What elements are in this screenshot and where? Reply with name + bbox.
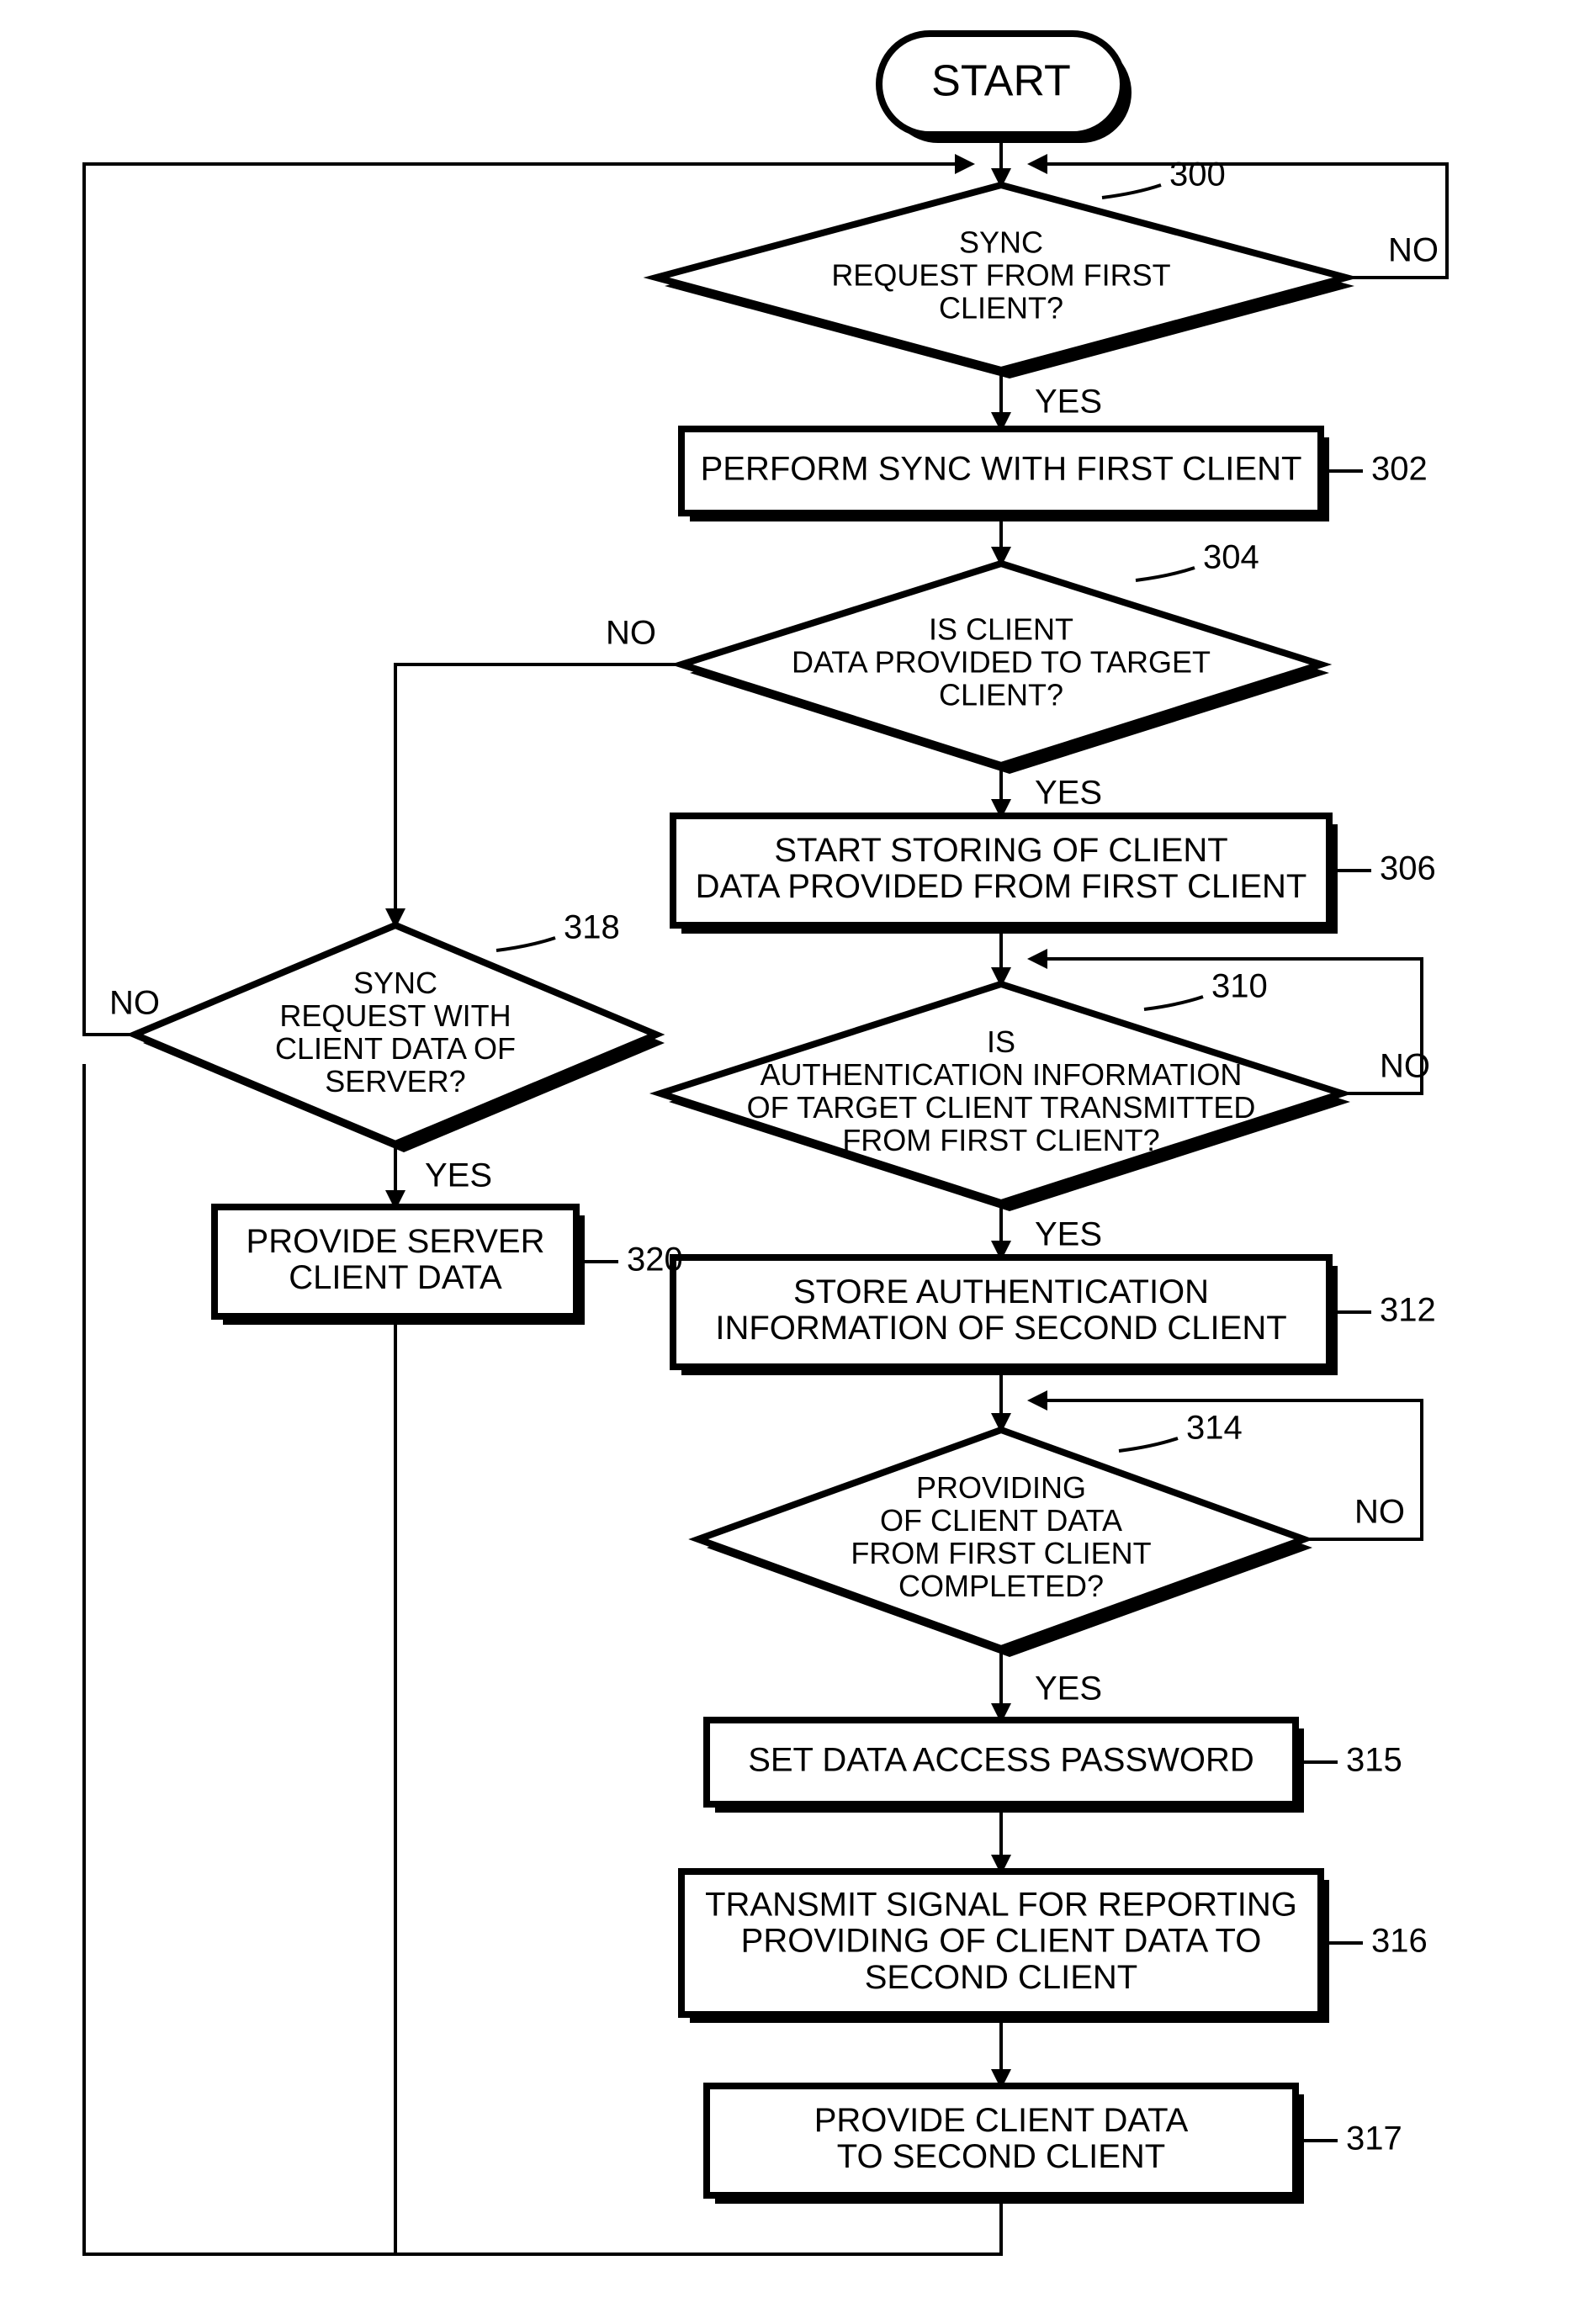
svg-text:PROVIDE CLIENT DATA: PROVIDE CLIENT DATA <box>814 2102 1189 2139</box>
svg-text:NO: NO <box>1354 1494 1405 1531</box>
svg-text:315: 315 <box>1346 1742 1402 1779</box>
svg-text:SET DATA ACCESS PASSWORD: SET DATA ACCESS PASSWORD <box>748 1742 1254 1779</box>
svg-text:AUTHENTICATION INFORMATION: AUTHENTICATION INFORMATION <box>761 1057 1243 1092</box>
svg-text:REQUEST WITH: REQUEST WITH <box>279 998 511 1033</box>
node-p312: STORE AUTHENTICATIONINFORMATION OF SECON… <box>673 1257 1436 1375</box>
node-start: START <box>879 34 1132 143</box>
node-p317: PROVIDE CLIENT DATATO SECOND CLIENT 317 <box>707 2086 1402 2204</box>
svg-text:YES: YES <box>1035 384 1102 421</box>
svg-text:317: 317 <box>1346 2120 1402 2157</box>
edge-d318-p320: YES <box>395 1144 492 1207</box>
node-p306: START STORING OF CLIENTDATA PROVIDED FRO… <box>673 816 1436 934</box>
svg-text:YES: YES <box>425 1157 492 1194</box>
node-p315: SET DATA ACCESS PASSWORD 315 <box>707 1720 1402 1813</box>
svg-text:STORE AUTHENTICATION: STORE AUTHENTICATION <box>793 1273 1209 1310</box>
node-d310: ISAUTHENTICATION INFORMATIONOF TARGET CL… <box>660 968 1350 1211</box>
svg-text:CLIENT DATA OF: CLIENT DATA OF <box>275 1031 516 1066</box>
svg-text:FROM FIRST CLIENT: FROM FIRST CLIENT <box>851 1536 1151 1570</box>
svg-text:302: 302 <box>1371 451 1428 488</box>
svg-text:START STORING OF CLIENT: START STORING OF CLIENT <box>774 832 1227 869</box>
svg-text:FROM FIRST CLIENT?: FROM FIRST CLIENT? <box>842 1123 1159 1157</box>
svg-text:SYNC: SYNC <box>353 966 437 1000</box>
flowchart-svg: YESYESYESYESNONOYESNONONO STARTSYNCREQUE… <box>0 0 1590 2324</box>
node-d304: IS CLIENTDATA PROVIDED TO TARGETCLIENT? 3… <box>681 539 1329 774</box>
svg-text:START: START <box>931 57 1071 106</box>
svg-text:YES: YES <box>1035 775 1102 812</box>
svg-text:OF TARGET CLIENT TRANSMITTED: OF TARGET CLIENT TRANSMITTED <box>747 1090 1256 1125</box>
node-d318: SYNCREQUEST WITHCLIENT DATA OFSERVER? 318 <box>135 909 665 1152</box>
edge-d300-p302: YES <box>1001 370 1102 429</box>
svg-text:DATA PROVIDED TO TARGET: DATA PROVIDED TO TARGET <box>792 645 1211 680</box>
svg-text:YES: YES <box>1035 1670 1102 1707</box>
svg-text:DATA PROVIDED FROM FIRST CLIEN: DATA PROVIDED FROM FIRST CLIENT <box>696 868 1307 905</box>
svg-text:CLIENT DATA: CLIENT DATA <box>289 1259 502 1296</box>
svg-text:YES: YES <box>1035 1216 1102 1253</box>
svg-text:NO: NO <box>109 985 160 1022</box>
svg-text:SYNC: SYNC <box>959 225 1043 260</box>
svg-text:310: 310 <box>1211 968 1268 1005</box>
svg-text:PROVIDE SERVER: PROVIDE SERVER <box>246 1223 545 1260</box>
svg-text:COMPLETED?: COMPLETED? <box>898 1569 1104 1603</box>
svg-text:SECOND CLIENT: SECOND CLIENT <box>865 1959 1138 1996</box>
svg-text:IS: IS <box>987 1024 1015 1059</box>
svg-text:TRANSMIT SIGNAL FOR REPORTING: TRANSMIT SIGNAL FOR REPORTING <box>705 1886 1297 1923</box>
edge-d314-p315: YES <box>1001 1649 1102 1720</box>
svg-text:IS CLIENT: IS CLIENT <box>929 612 1073 647</box>
svg-text:INFORMATION OF SECOND CLIENT: INFORMATION OF SECOND CLIENT <box>715 1310 1286 1347</box>
svg-text:CLIENT?: CLIENT? <box>939 290 1063 325</box>
edge-d304-no: NO <box>395 615 681 925</box>
svg-text:312: 312 <box>1380 1292 1436 1329</box>
svg-text:316: 316 <box>1371 1923 1428 1960</box>
svg-text:NO: NO <box>606 615 656 652</box>
node-p302: PERFORM SYNC WITH FIRST CLIENT 302 <box>681 429 1428 521</box>
svg-text:314: 314 <box>1186 1410 1243 1447</box>
svg-text:320: 320 <box>627 1241 683 1278</box>
node-p316: TRANSMIT SIGNAL FOR REPORTINGPROVIDING O… <box>681 1871 1428 2023</box>
svg-text:TO SECOND CLIENT: TO SECOND CLIENT <box>837 2138 1165 2175</box>
node-d314: PROVIDINGOF CLIENT DATAFROM FIRST CLIENT… <box>698 1410 1312 1657</box>
svg-text:CLIENT?: CLIENT? <box>939 677 1063 712</box>
svg-text:NO: NO <box>1388 232 1439 269</box>
node-p320: PROVIDE SERVERCLIENT DATA 320 <box>215 1207 683 1325</box>
svg-text:318: 318 <box>564 909 620 946</box>
svg-text:PROVIDING OF CLIENT DATA TO: PROVIDING OF CLIENT DATA TO <box>741 1923 1262 1960</box>
svg-text:SERVER?: SERVER? <box>325 1064 465 1098</box>
svg-text:PERFORM SYNC WITH FIRST CLIENT: PERFORM SYNC WITH FIRST CLIENT <box>701 451 1302 488</box>
svg-text:OF CLIENT DATA: OF CLIENT DATA <box>880 1503 1122 1538</box>
svg-text:304: 304 <box>1203 539 1259 576</box>
svg-text:NO: NO <box>1380 1048 1430 1085</box>
node-d300: SYNCREQUEST FROM FIRSTCLIENT? 300 <box>656 156 1354 379</box>
svg-text:306: 306 <box>1380 850 1436 887</box>
edge-d310-p312: YES <box>1001 1203 1102 1257</box>
edge-d304-p306: YES <box>1001 765 1102 816</box>
svg-text:300: 300 <box>1169 156 1226 193</box>
svg-text:PROVIDING: PROVIDING <box>916 1470 1086 1505</box>
svg-text:REQUEST FROM FIRST: REQUEST FROM FIRST <box>831 258 1170 293</box>
